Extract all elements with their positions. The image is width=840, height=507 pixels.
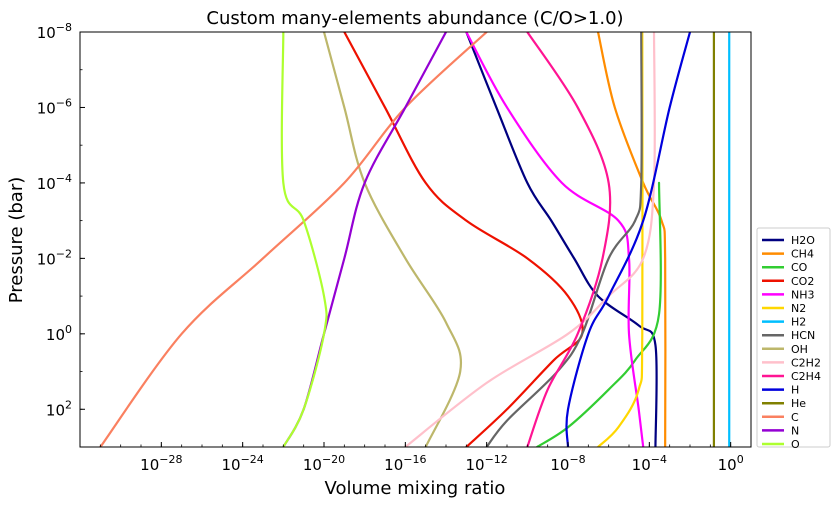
y-tick-label: 10−2 (37, 247, 72, 268)
y-tick-label: 10−6 (37, 96, 72, 117)
legend-label-he: He (791, 397, 806, 410)
chart-title: Custom many-elements abundance (C/O>1.0) (206, 8, 623, 29)
series-line-h2o (465, 32, 658, 447)
y-axis-title: Pressure (bar) (6, 177, 27, 303)
x-tick-label: 10−8 (550, 453, 585, 474)
x-axis-title: Volume mixing ratio (325, 478, 506, 499)
legend-box (756, 227, 831, 448)
series-line-c (99, 32, 488, 447)
y-tick-label: 10−4 (37, 172, 72, 193)
legend-label-h2o: H2O (791, 234, 815, 247)
series-line-co2 (343, 32, 584, 447)
x-axis: 10−28 10−24 10−20 10−16 10−12 10−8 10−4 100 (79, 442, 752, 474)
legend-label-c2h4: C2H4 (791, 370, 821, 383)
x-tick-label: 10−20 (303, 453, 345, 474)
series-line-co (535, 181, 662, 447)
legend-label-nh3: NH3 (791, 288, 815, 301)
legend-label-oh: OH (791, 343, 808, 356)
series-line-ch4 (596, 32, 667, 447)
legend-label-h: H (791, 384, 799, 397)
series-line-h (565, 32, 692, 447)
legend-label-c: C (791, 411, 799, 424)
legend-label-h2: H2 (791, 316, 806, 329)
plot-frame (79, 31, 752, 448)
legend-label-n2: N2 (791, 302, 806, 315)
series-line-oh (322, 32, 463, 447)
y-tick-label: 10−8 (37, 21, 72, 42)
series-line-o (280, 32, 328, 447)
x-tick-label: 10−4 (632, 453, 667, 474)
legend-label-co2: CO2 (791, 275, 814, 288)
legend-label-co: CO (791, 261, 808, 274)
x-tick-label: 10−24 (222, 453, 264, 474)
x-tick-label: 10−12 (466, 453, 508, 474)
plot-area (99, 32, 731, 447)
y-axis: 10−8 10−6 10−4 10−2 100 102 (37, 21, 85, 448)
series-line-hcn (485, 32, 643, 447)
legend-label-ch4: CH4 (791, 248, 814, 261)
legend-label-n: N (791, 424, 799, 437)
legend-label-hcn: HCN (791, 329, 815, 342)
series-line-c2h4 (526, 32, 612, 447)
legend-label-c2h2: C2H2 (791, 356, 821, 369)
x-tick-label: 10−16 (384, 453, 426, 474)
legend-label-o: O (791, 438, 800, 451)
y-tick-label: 100 (46, 323, 72, 344)
x-tick-label: 10−28 (140, 453, 182, 474)
y-tick-label: 102 (46, 398, 72, 419)
x-tick-label: 100 (718, 453, 744, 474)
